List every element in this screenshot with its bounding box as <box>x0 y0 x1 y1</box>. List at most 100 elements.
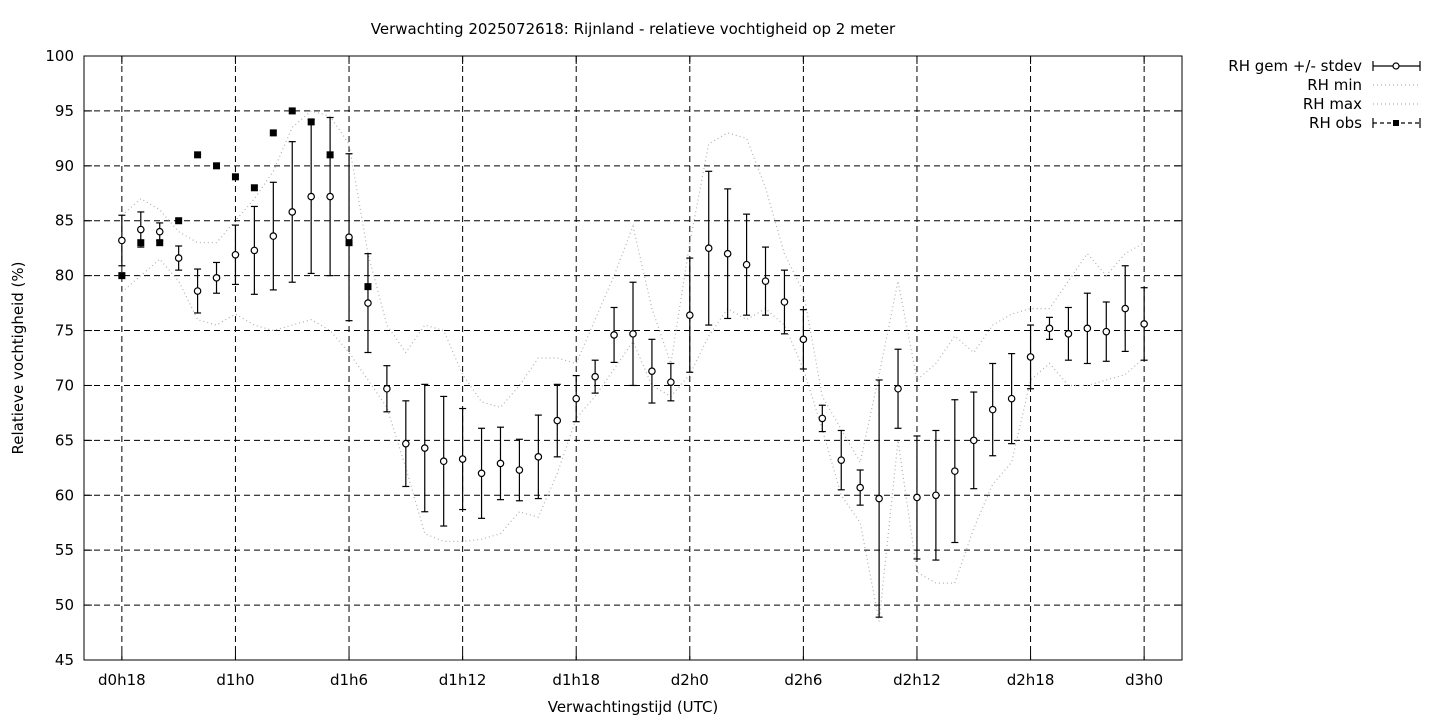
mean-stdev-point <box>326 116 334 277</box>
mean-stdev-point <box>288 141 297 283</box>
obs-marker <box>250 184 258 192</box>
mean-marker <box>402 439 410 448</box>
mean-stdev-point <box>856 469 864 506</box>
mean-marker <box>515 466 524 474</box>
rh-mean-stdev-series <box>118 116 1148 618</box>
x-tick-label: d1h6 <box>330 671 368 689</box>
grid-lines <box>84 56 1182 660</box>
legend-item-obs: RH obs <box>1309 114 1421 132</box>
mean-marker <box>553 416 562 425</box>
mean-stdev-point <box>723 188 732 320</box>
mean-marker <box>894 384 902 393</box>
mean-marker <box>288 208 297 216</box>
mean-marker <box>932 491 940 500</box>
mean-stdev-point <box>969 391 978 490</box>
mean-marker <box>1102 327 1111 336</box>
mean-stdev-point <box>704 170 713 326</box>
mean-marker <box>1121 304 1130 313</box>
mean-marker <box>799 335 808 344</box>
legend-label-mean: RH gem +/- stdev <box>1228 57 1362 75</box>
mean-marker <box>212 274 221 282</box>
mean-marker <box>477 469 486 478</box>
x-axis-label: Verwachtingstijd (UTC) <box>548 698 719 716</box>
mean-marker <box>174 254 183 262</box>
mean-stdev-point <box>988 362 997 457</box>
mean-stdev-point <box>420 383 429 513</box>
mean-stdev-point <box>458 407 467 511</box>
mean-stdev-point <box>591 359 599 394</box>
x-tick-label: d2h0 <box>671 671 709 689</box>
mean-marker <box>591 372 599 381</box>
obs-marker <box>345 239 353 247</box>
y-tick-label: 85 <box>55 212 74 230</box>
mean-marker <box>1140 320 1148 328</box>
x-tick-label: d1h12 <box>439 671 487 689</box>
mean-marker <box>856 483 864 492</box>
obs-marker <box>194 151 202 159</box>
mean-stdev-point <box>174 245 183 271</box>
mean-marker <box>326 192 334 201</box>
mean-marker <box>458 455 467 463</box>
obs-marker <box>156 239 164 247</box>
chart-title: Verwachting 2025072618: Rijnland - relat… <box>371 20 896 38</box>
mean-stdev-point <box>799 309 808 370</box>
mean-stdev-point <box>667 362 675 402</box>
rh-min-line <box>121 258 1145 622</box>
mean-marker <box>193 287 202 295</box>
mean-marker <box>118 236 126 245</box>
mean-stdev-point <box>1102 301 1111 362</box>
legend-swatch-obs-marker <box>1393 120 1399 126</box>
mean-stdev-point <box>553 383 562 458</box>
mean-marker <box>648 367 656 375</box>
mean-stdev-point <box>1083 292 1092 365</box>
mean-marker <box>383 384 391 393</box>
mean-stdev-point <box>1045 316 1054 340</box>
obs-marker <box>364 283 372 291</box>
mean-stdev-point <box>402 400 410 488</box>
y-tick-label: 70 <box>55 376 74 394</box>
obs-marker <box>269 129 277 137</box>
obs-marker <box>307 118 315 126</box>
mean-marker <box>951 467 959 475</box>
mean-marker <box>1007 394 1016 403</box>
obs-marker <box>326 151 334 159</box>
mean-marker <box>534 453 543 461</box>
mean-stdev-point <box>307 119 315 275</box>
mean-stdev-point <box>496 426 505 501</box>
legend-label-obs: RH obs <box>1309 114 1362 132</box>
mean-marker <box>1083 324 1092 333</box>
mean-stdev-point <box>894 348 902 429</box>
x-tick-label: d2h18 <box>1007 671 1055 689</box>
mean-stdev-point <box>875 379 883 618</box>
mean-marker <box>496 459 505 468</box>
y-tick-label: 80 <box>55 267 74 285</box>
mean-marker <box>969 436 978 445</box>
mean-stdev-point <box>155 222 164 242</box>
mean-stdev-point <box>1064 306 1073 361</box>
mean-stdev-point <box>913 435 921 560</box>
mean-marker <box>818 414 827 423</box>
obs-marker <box>231 173 239 181</box>
mean-stdev-point <box>629 281 637 387</box>
mean-marker <box>761 277 770 285</box>
y-tick-label: 100 <box>45 47 74 65</box>
legend-item-mean: RH gem +/- stdev <box>1228 57 1421 75</box>
mean-marker <box>610 331 618 339</box>
y-tick-label: 50 <box>55 596 74 614</box>
mean-marker <box>1064 330 1073 338</box>
y-tick-label: 45 <box>55 651 74 669</box>
mean-stdev-point <box>364 253 372 354</box>
mean-marker <box>1026 353 1035 361</box>
rh-max-line <box>121 110 1145 464</box>
mean-stdev-point <box>951 399 959 544</box>
x-tick-label: d1h18 <box>552 671 600 689</box>
mean-marker <box>723 249 732 258</box>
mean-stdev-point <box>439 395 448 527</box>
mean-marker <box>742 260 751 269</box>
obs-marker <box>175 217 183 225</box>
mean-marker <box>780 298 789 306</box>
y-tick-label: 65 <box>55 431 74 449</box>
mean-marker <box>913 493 921 502</box>
mean-stdev-point <box>932 429 940 561</box>
